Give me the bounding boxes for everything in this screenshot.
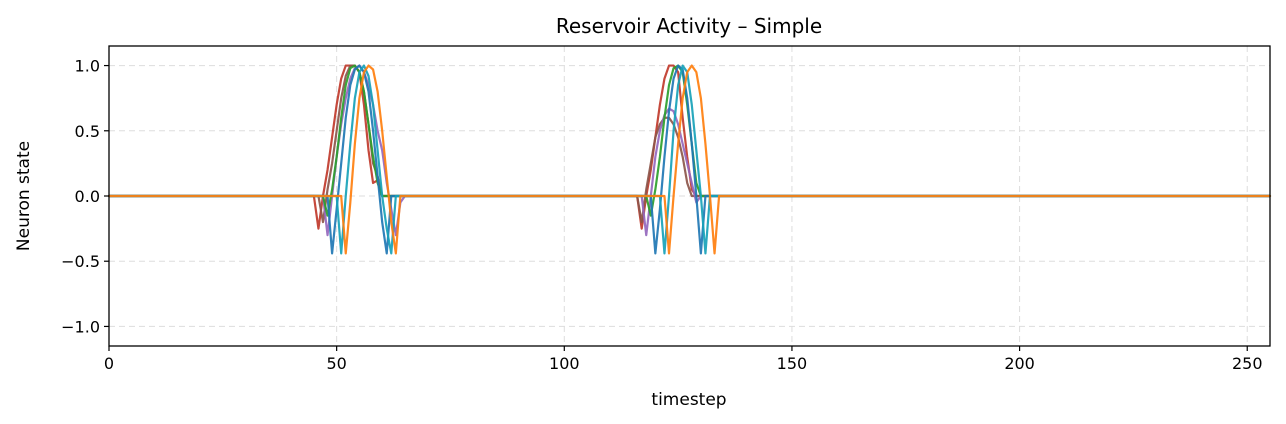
x-axis: 0 50 100 150 200 250 [104, 346, 1263, 373]
x-tick-label: 200 [1004, 354, 1035, 373]
series-group [107, 64, 1272, 255]
y-axis-label: Neuron state [14, 141, 34, 251]
y-tick-label: 1.0 [75, 57, 100, 76]
y-axis: −1.0 −0.5 0.0 0.5 1.0 [61, 57, 109, 336]
chart-title: Reservoir Activity – Simple [556, 14, 822, 38]
y-tick-label: −0.5 [61, 252, 100, 271]
x-tick-label: 50 [326, 354, 346, 373]
series-line-7 [107, 64, 1272, 255]
y-tick-label: 0.0 [75, 187, 100, 206]
y-tick-label: 0.5 [75, 122, 100, 141]
x-tick-label: 150 [777, 354, 808, 373]
x-tick-label: 0 [104, 354, 114, 373]
x-tick-label: 100 [549, 354, 580, 373]
series-line-6 [107, 64, 1272, 255]
series-line-5 [107, 64, 1272, 255]
x-axis-label: timestep [651, 390, 726, 410]
x-tick-label: 250 [1232, 354, 1263, 373]
y-tick-label: −1.0 [61, 317, 100, 336]
